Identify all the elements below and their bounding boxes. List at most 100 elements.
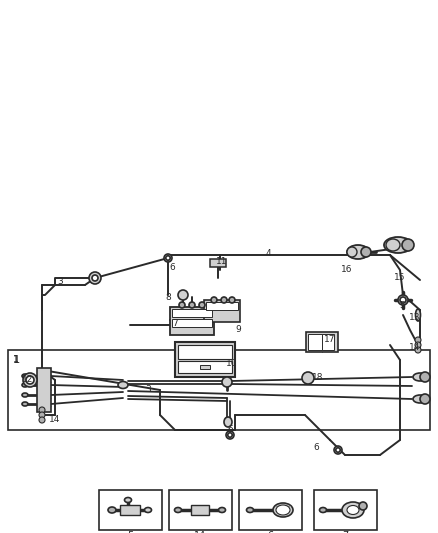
Text: 13: 13 (409, 313, 421, 322)
Circle shape (420, 394, 430, 404)
Text: 9: 9 (235, 326, 241, 335)
Circle shape (39, 407, 45, 413)
Circle shape (26, 376, 34, 384)
Ellipse shape (247, 507, 254, 513)
Text: 10: 10 (226, 359, 238, 367)
Circle shape (361, 247, 371, 257)
Text: 4: 4 (265, 248, 271, 257)
Ellipse shape (22, 383, 28, 387)
Text: 1: 1 (13, 356, 19, 365)
Ellipse shape (347, 505, 359, 514)
Text: 5: 5 (127, 531, 133, 533)
Circle shape (228, 433, 232, 437)
Bar (170, 307, 214, 335)
Circle shape (334, 446, 342, 454)
Text: 12: 12 (22, 376, 34, 384)
Ellipse shape (413, 373, 427, 381)
Circle shape (189, 302, 195, 308)
Text: 14: 14 (194, 531, 206, 533)
Circle shape (23, 373, 37, 387)
Text: 14: 14 (49, 416, 61, 424)
Ellipse shape (413, 395, 427, 403)
Text: 1: 1 (13, 355, 19, 365)
Bar (99, 490, 162, 530)
Ellipse shape (416, 309, 420, 321)
Text: 6: 6 (267, 531, 273, 533)
Text: 3: 3 (57, 278, 63, 287)
Bar (210, 259, 226, 267)
Circle shape (415, 347, 421, 353)
Circle shape (415, 337, 421, 343)
Bar (172, 319, 212, 327)
Ellipse shape (22, 402, 28, 406)
Text: 11: 11 (216, 257, 228, 266)
Ellipse shape (342, 502, 364, 518)
Bar (37, 368, 51, 412)
Text: 15: 15 (394, 273, 406, 282)
Bar (175, 342, 235, 377)
Circle shape (415, 342, 421, 348)
Bar (314, 490, 377, 530)
Circle shape (178, 290, 188, 300)
Ellipse shape (347, 247, 357, 257)
Bar (204, 300, 240, 322)
Ellipse shape (124, 497, 131, 503)
Text: 14: 14 (410, 343, 420, 352)
Ellipse shape (22, 374, 28, 378)
Ellipse shape (174, 507, 181, 513)
Circle shape (420, 372, 430, 382)
Bar (169, 490, 232, 530)
Circle shape (229, 297, 235, 303)
Bar (206, 302, 238, 310)
Text: 16: 16 (341, 264, 353, 273)
Bar (306, 332, 338, 352)
Circle shape (400, 297, 406, 303)
Circle shape (39, 417, 45, 423)
Bar (308, 334, 322, 350)
Circle shape (211, 297, 217, 303)
Text: 7: 7 (172, 319, 178, 327)
Ellipse shape (223, 375, 230, 379)
Text: 18: 18 (312, 374, 324, 383)
Text: 5: 5 (399, 301, 405, 310)
Bar (191, 505, 209, 515)
Text: 1: 1 (14, 355, 20, 365)
Circle shape (92, 275, 98, 281)
Text: 6: 6 (169, 263, 175, 272)
Circle shape (164, 254, 172, 262)
Text: 8: 8 (165, 294, 171, 303)
Text: 3: 3 (145, 385, 151, 394)
Ellipse shape (219, 507, 226, 513)
Circle shape (166, 256, 170, 260)
Ellipse shape (25, 374, 35, 386)
Circle shape (222, 377, 232, 387)
Ellipse shape (386, 239, 400, 251)
Ellipse shape (145, 507, 152, 513)
Circle shape (359, 502, 367, 510)
Circle shape (302, 372, 314, 384)
Ellipse shape (108, 507, 116, 513)
Text: 7: 7 (342, 531, 348, 533)
Bar (8, 350, 430, 430)
Ellipse shape (319, 507, 326, 513)
Ellipse shape (118, 382, 128, 389)
Text: 6: 6 (227, 425, 233, 434)
Circle shape (221, 297, 227, 303)
Circle shape (398, 295, 408, 305)
Circle shape (336, 448, 340, 452)
Circle shape (199, 302, 205, 308)
Circle shape (402, 239, 414, 251)
Ellipse shape (384, 237, 412, 253)
Bar (239, 490, 301, 530)
Circle shape (226, 431, 234, 439)
Bar (200, 365, 210, 369)
Ellipse shape (22, 393, 28, 397)
Text: 17: 17 (324, 335, 336, 344)
Circle shape (179, 302, 185, 308)
Bar (172, 309, 212, 317)
Bar (178, 361, 232, 373)
Ellipse shape (276, 505, 290, 515)
Bar (322, 334, 334, 350)
Circle shape (89, 272, 101, 284)
Circle shape (39, 412, 45, 418)
